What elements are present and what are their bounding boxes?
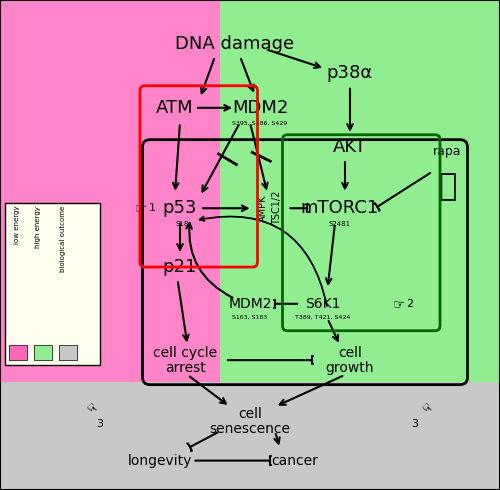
Text: senescence: senescence	[210, 422, 290, 436]
Bar	[59, 345, 76, 360]
Text: rapa: rapa	[433, 146, 462, 158]
Text: high energy: high energy	[34, 206, 40, 247]
Text: ☞: ☞	[416, 401, 434, 417]
Text: 3: 3	[96, 419, 103, 429]
Text: S2481: S2481	[329, 221, 351, 227]
Text: ☞: ☞	[135, 201, 147, 215]
Text: MDM2: MDM2	[232, 99, 288, 117]
Text: p38α: p38α	[327, 65, 373, 82]
Text: MDM2: MDM2	[228, 297, 272, 311]
Text: biological outcome: biological outcome	[60, 206, 66, 272]
Text: growth: growth	[326, 361, 374, 374]
Text: S18: S18	[176, 221, 189, 227]
Text: TSC1/2: TSC1/2	[272, 191, 282, 225]
Text: AKT: AKT	[333, 138, 367, 156]
Text: cell: cell	[338, 346, 362, 360]
Text: longevity: longevity	[128, 454, 192, 467]
FancyBboxPatch shape	[5, 203, 100, 365]
Text: 2: 2	[406, 299, 414, 309]
Text: ☞: ☞	[392, 297, 405, 311]
Text: 3: 3	[412, 419, 418, 429]
Bar	[0, 0, 220, 382]
Text: ☞: ☞	[82, 401, 98, 417]
Text: S6K1: S6K1	[305, 297, 340, 311]
Text: T389, T421, S424: T389, T421, S424	[295, 315, 350, 320]
Text: p21: p21	[163, 258, 197, 276]
Text: ATM: ATM	[156, 99, 194, 117]
Text: DNA damage: DNA damage	[176, 35, 294, 53]
Bar	[0, 382, 500, 490]
Text: mTORC1: mTORC1	[301, 199, 379, 217]
Text: 1: 1	[149, 203, 156, 213]
Text: p53: p53	[163, 199, 197, 217]
Text: cancer: cancer	[272, 454, 318, 467]
Text: S395, S386, S429: S395, S386, S429	[232, 121, 287, 126]
Text: cell: cell	[238, 407, 262, 421]
Bar	[9, 345, 26, 360]
Text: AMPK: AMPK	[258, 195, 268, 222]
Text: cell cycle: cell cycle	[153, 346, 217, 360]
Bar	[34, 345, 52, 360]
Text: arrest: arrest	[164, 361, 205, 374]
Bar	[220, 0, 500, 382]
Text: 🗿: 🗿	[438, 172, 456, 201]
Text: low energy: low energy	[14, 206, 20, 245]
Text: S163, S183: S163, S183	[232, 315, 268, 320]
